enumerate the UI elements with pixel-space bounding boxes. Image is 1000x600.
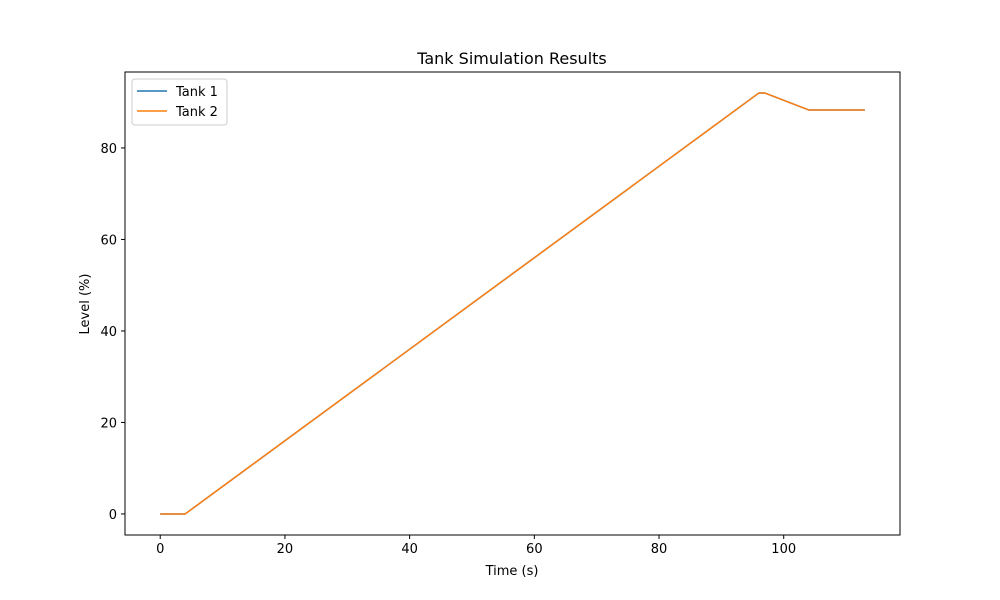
series-line-tank-2: [160, 92, 865, 515]
y-tick-label: 20: [100, 416, 117, 431]
plot-area: [124, 71, 901, 536]
x-tick-label: 40: [401, 542, 418, 557]
x-tick-label: 60: [526, 542, 543, 557]
legend: Tank 1 Tank 2: [131, 78, 228, 126]
y-axis-label: Level (%): [78, 274, 93, 335]
chart-title: Tank Simulation Results: [416, 49, 607, 68]
x-tick-label: 20: [277, 542, 294, 557]
y-axis: 0 20 40 60 80: [100, 142, 125, 523]
y-tick-label: 0: [109, 508, 117, 523]
x-axis-label: Time (s): [485, 564, 539, 579]
series-layer: [160, 92, 865, 515]
y-tick-label: 40: [100, 325, 117, 340]
x-tick-label: 100: [771, 542, 796, 557]
plot-frame: [124, 71, 901, 536]
x-tick-label: 80: [651, 542, 668, 557]
y-tick-label: 80: [100, 142, 117, 157]
y-tick-label: 60: [100, 233, 117, 248]
legend-label: Tank 1: [175, 85, 218, 100]
x-tick-label: 0: [156, 542, 164, 557]
x-axis: 0 20 40 60 80 100: [156, 535, 796, 557]
legend-label: Tank 2: [175, 105, 218, 120]
